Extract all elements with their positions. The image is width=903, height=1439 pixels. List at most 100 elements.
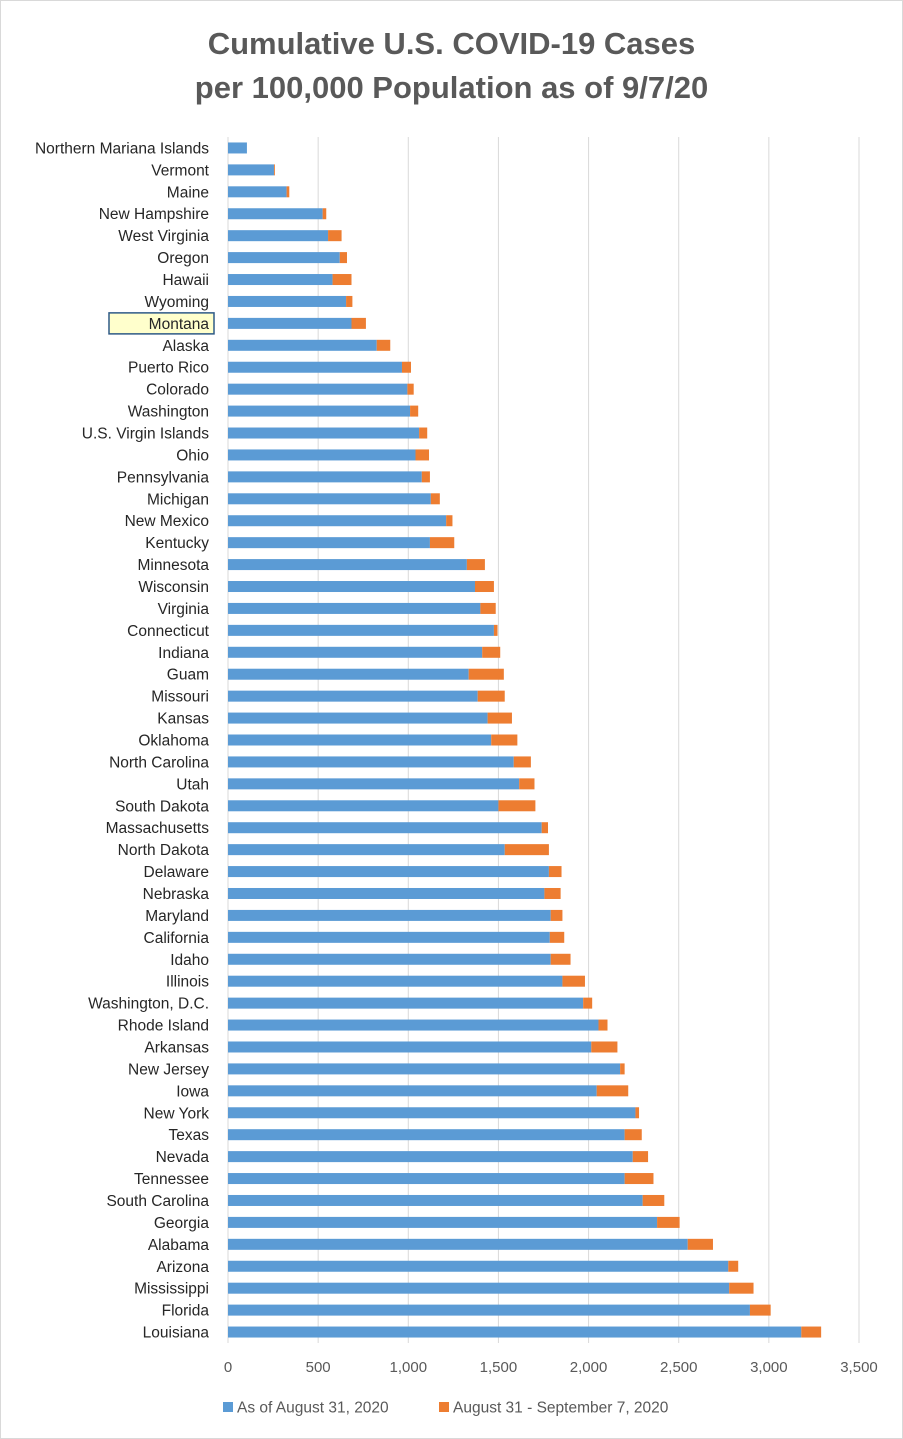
category-label-west-virginia: West Virginia: [118, 228, 209, 245]
bar-nebraska-series2: [544, 887, 561, 899]
bar-rhode-island-series2: [598, 1019, 608, 1031]
bar-new-hampshire-series2: [322, 208, 327, 220]
category-label-u-s-virgin-islands: U.S. Virgin Islands: [82, 426, 209, 443]
category-label-new-jersey: New Jersey: [128, 1061, 209, 1078]
bar-puerto-rico-series2: [401, 361, 411, 373]
bar-new-jersey-series1: [228, 1063, 621, 1075]
bar-michigan-series2: [430, 493, 440, 505]
bar-nevada-series1: [228, 1151, 633, 1163]
bar-mississippi-series2: [729, 1282, 754, 1294]
category-label-new-york: New York: [144, 1105, 210, 1122]
bar-illinois-series1: [228, 975, 563, 987]
bar-idaho-series1: [228, 953, 551, 965]
bar-texas-series2: [624, 1129, 642, 1141]
bar-louisiana-series1: [228, 1326, 802, 1338]
bar-illinois-series2: [562, 975, 585, 987]
bar-south-carolina-series2: [642, 1194, 665, 1206]
category-label-new-mexico: New Mexico: [125, 513, 209, 530]
category-label-north-carolina: North Carolina: [109, 754, 209, 771]
x-tick-label-500: 500: [306, 1359, 331, 1376]
category-label-new-hampshire: New Hampshire: [99, 206, 209, 223]
bar-georgia-series2: [657, 1216, 680, 1228]
bar-louisiana-series2: [801, 1326, 822, 1338]
bar-washington-d-c-series2: [583, 997, 593, 1009]
category-label-ohio: Ohio: [176, 447, 209, 464]
highlight-box-montana: [108, 312, 215, 335]
bar-rhode-island-series1: [228, 1019, 599, 1031]
category-label-kansas: Kansas: [157, 711, 209, 728]
bar-new-york-series2: [635, 1107, 640, 1119]
chart-title-line1: Cumulative U.S. COVID-19 Cases: [207, 26, 696, 61]
category-label-nebraska: Nebraska: [143, 886, 210, 903]
category-label-guam: Guam: [167, 667, 209, 684]
bar-pennsylvania-series2: [421, 471, 430, 483]
category-label-georgia: Georgia: [154, 1215, 210, 1232]
bar-vermont-series1: [228, 164, 274, 176]
bar-arizona-series1: [228, 1260, 729, 1272]
category-label-puerto-rico: Puerto Rico: [128, 360, 209, 377]
legend-swatch-series1: [223, 1402, 233, 1412]
bar-north-carolina-series2: [513, 756, 531, 768]
category-label-oregon: Oregon: [157, 250, 209, 267]
bar-michigan-series1: [228, 493, 431, 505]
bar-maine-series2: [286, 186, 290, 198]
category-label-illinois: Illinois: [166, 974, 209, 991]
chart-title-line2: per 100,000 Population as of 9/7/20: [194, 70, 709, 105]
bar-maine-series1: [228, 186, 287, 198]
bar-south-dakota-series1: [228, 800, 499, 812]
bar-arizona-series2: [728, 1260, 739, 1272]
bar-california-series1: [228, 931, 550, 943]
bar-montana-series2: [351, 317, 366, 329]
bar-mississippi-series1: [228, 1282, 730, 1294]
bar-kansas-series1: [228, 712, 488, 724]
category-label-wyoming: Wyoming: [145, 294, 209, 311]
category-label-alaska: Alaska: [162, 338, 209, 355]
bar-guam-series2: [468, 668, 504, 680]
category-label-maryland: Maryland: [145, 908, 209, 925]
bar-west-virginia-series2: [328, 230, 342, 242]
x-tick-label-3500: 3,500: [840, 1359, 878, 1376]
legend-swatch-series2: [439, 1402, 449, 1412]
bar-guam-series1: [228, 668, 469, 680]
bar-colorado-series1: [228, 383, 408, 395]
bar-iowa-series2: [596, 1085, 629, 1097]
category-label-montana: Montana: [149, 316, 210, 333]
category-label-delaware: Delaware: [144, 864, 209, 881]
bar-oregon-series1: [228, 252, 340, 264]
bar-puerto-rico-series1: [228, 361, 402, 373]
category-label-hawaii: Hawaii: [162, 272, 209, 289]
bar-south-carolina-series1: [228, 1194, 643, 1206]
category-label-northern-mariana-islands: Northern Mariana Islands: [35, 140, 209, 157]
category-label-wisconsin: Wisconsin: [138, 579, 209, 596]
bar-oklahoma-series2: [491, 734, 518, 746]
bar-nebraska-series1: [228, 887, 545, 899]
bar-florida-series2: [749, 1304, 771, 1316]
category-label-missouri: Missouri: [151, 689, 209, 706]
bar-new-hampshire-series1: [228, 208, 323, 220]
bar-connecticut-series1: [228, 624, 494, 636]
category-label-indiana: Indiana: [158, 645, 209, 662]
bar-ohio-series1: [228, 449, 416, 461]
category-label-massachusetts: Massachusetts: [106, 820, 210, 837]
bar-oregon-series2: [339, 252, 347, 264]
bar-new-mexico-series1: [228, 515, 447, 527]
bar-new-york-series1: [228, 1107, 636, 1119]
bar-virginia-series2: [480, 602, 496, 614]
bar-colorado-series2: [407, 383, 414, 395]
bar-connecticut-series2: [493, 624, 498, 636]
bar-washington-series2: [410, 405, 419, 417]
chart-title: Cumulative U.S. COVID-19 Cases per 100,0…: [0, 22, 903, 110]
bar-massachusetts-series2: [541, 822, 549, 834]
legend-label-series1: As of August 31, 2020: [237, 1400, 389, 1417]
category-label-utah: Utah: [176, 776, 209, 793]
bar-north-carolina-series1: [228, 756, 514, 768]
x-tick-label-2500: 2,500: [660, 1359, 698, 1376]
bar-south-dakota-series2: [498, 800, 536, 812]
bar-west-virginia-series1: [228, 230, 329, 242]
category-label-south-carolina: South Carolina: [106, 1193, 209, 1210]
category-label-mississippi: Mississippi: [134, 1281, 209, 1298]
bar-arkansas-series1: [228, 1041, 592, 1053]
category-label-michigan: Michigan: [147, 491, 209, 508]
category-label-connecticut: Connecticut: [127, 623, 210, 640]
